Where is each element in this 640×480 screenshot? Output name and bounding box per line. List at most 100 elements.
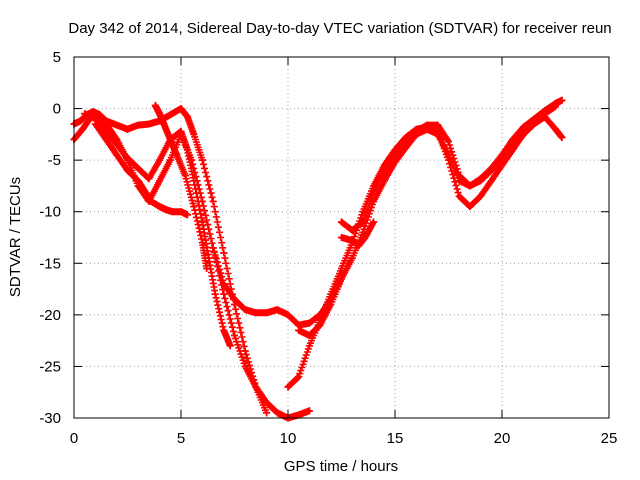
y-tick-label: -25	[39, 358, 61, 375]
data-point	[190, 130, 198, 138]
data-point	[380, 166, 388, 174]
data-point	[455, 192, 463, 200]
data-point	[434, 121, 442, 129]
data-point	[166, 156, 174, 164]
series-points	[284, 113, 566, 391]
data-point	[252, 383, 260, 391]
data-point	[190, 203, 198, 211]
series-arc-3	[81, 110, 234, 350]
y-tick-label: -10	[39, 204, 61, 221]
data-point	[151, 101, 159, 109]
data-point	[263, 399, 271, 407]
data-point	[273, 409, 281, 417]
data-point	[177, 208, 185, 216]
x-tick-label: 20	[494, 430, 511, 447]
data-point	[558, 96, 566, 104]
data-point	[134, 177, 142, 185]
data-point	[177, 105, 185, 113]
data-series	[70, 96, 566, 422]
data-point	[81, 110, 89, 118]
data-point	[220, 280, 228, 288]
x-tick-label: 15	[387, 430, 404, 447]
series-arc-9	[338, 96, 566, 234]
y-tick-label: -5	[48, 152, 61, 169]
data-point	[295, 326, 303, 334]
data-point	[361, 234, 369, 241]
data-point	[530, 115, 538, 123]
data-point	[124, 125, 131, 133]
data-point	[145, 120, 153, 128]
data-point	[477, 175, 485, 183]
data-point	[162, 206, 170, 214]
data-point	[412, 127, 420, 135]
data-point	[198, 239, 206, 247]
data-point	[552, 99, 559, 107]
data-point	[541, 107, 549, 115]
data-point	[166, 136, 174, 144]
data-point	[359, 218, 367, 226]
data-point	[338, 234, 345, 241]
data-point	[359, 208, 367, 216]
data-point	[348, 226, 356, 234]
data-point	[124, 154, 131, 162]
x-tick-label: 5	[177, 430, 185, 447]
axis-ticks: 0 5 10 15 20 25 5 0 -5 -10 -15 -20 -25 -30	[39, 49, 617, 447]
data-point	[173, 151, 181, 159]
x-tick-label: 0	[70, 430, 78, 447]
data-point	[124, 166, 131, 174]
data-point	[370, 218, 378, 226]
data-point	[284, 383, 292, 391]
data-point	[295, 411, 303, 419]
data-point	[168, 208, 176, 216]
data-point	[203, 264, 211, 272]
data-point	[156, 156, 164, 164]
data-point	[284, 311, 292, 319]
data-point	[519, 123, 527, 131]
data-point	[113, 121, 121, 129]
data-point	[558, 133, 566, 141]
data-point	[220, 249, 228, 257]
data-point	[519, 130, 527, 138]
y-axis-label: SDTVAR / TECUs	[7, 177, 24, 297]
series-arc-10	[338, 218, 378, 250]
data-point	[305, 342, 313, 350]
data-point	[434, 130, 442, 138]
data-point	[190, 177, 198, 185]
data-point	[348, 254, 356, 262]
chart-title: Day 342 of 2014, Sidereal Day-to-day VTE…	[68, 20, 611, 37]
data-point	[113, 151, 121, 159]
data-point	[134, 164, 142, 172]
data-point	[316, 321, 324, 329]
data-point	[252, 309, 260, 317]
data-point	[498, 151, 506, 159]
x-axis-label: GPS time / hours	[284, 458, 398, 475]
data-point	[241, 306, 249, 314]
data-point	[477, 192, 485, 200]
data-point	[423, 121, 431, 129]
data-point	[79, 125, 87, 133]
data-point	[209, 197, 217, 205]
data-point	[552, 125, 559, 133]
data-point	[466, 182, 474, 190]
series-arc-8	[295, 103, 559, 339]
series-arc-5	[151, 101, 211, 272]
data-point	[220, 326, 228, 334]
data-point	[183, 113, 191, 121]
data-point	[487, 177, 495, 185]
data-point	[76, 117, 84, 125]
data-point	[327, 301, 335, 309]
data-point	[370, 197, 378, 205]
data-point	[338, 218, 345, 226]
data-point	[487, 164, 495, 172]
data-point	[402, 139, 410, 147]
data-point	[134, 121, 142, 129]
data-point	[198, 218, 206, 226]
y-tick-label: -30	[39, 410, 61, 427]
data-point	[226, 342, 234, 350]
data-point	[141, 187, 149, 195]
data-point	[198, 156, 206, 164]
y-tick-label: 5	[53, 49, 61, 66]
data-point	[466, 203, 474, 211]
data-point	[156, 203, 164, 211]
